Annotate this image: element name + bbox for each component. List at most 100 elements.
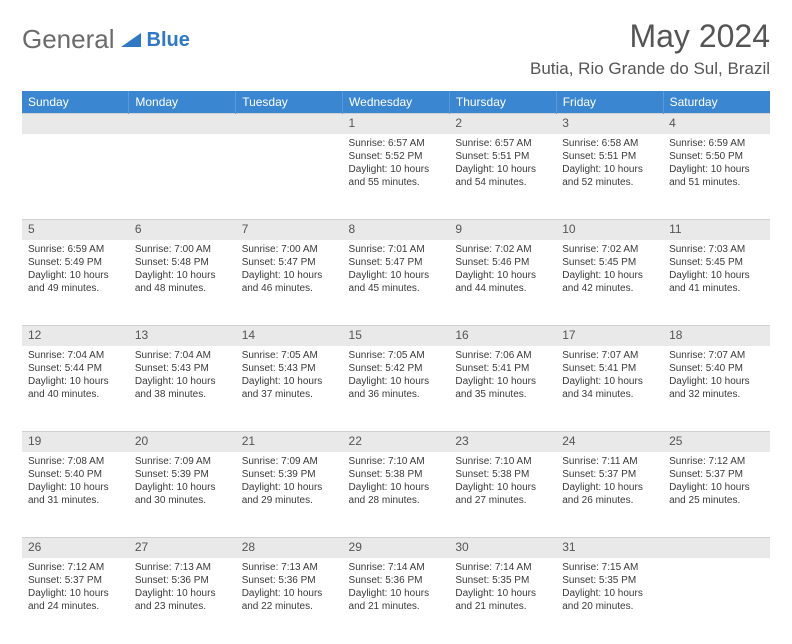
day-cell: Sunrise: 7:04 AMSunset: 5:44 PMDaylight:… bbox=[22, 346, 129, 432]
sunrise-text: Sunrise: 7:14 AM bbox=[349, 561, 444, 574]
day-number: 7 bbox=[236, 220, 343, 240]
sunset-text: Sunset: 5:51 PM bbox=[562, 150, 657, 163]
daylight2-text: and 49 minutes. bbox=[28, 282, 123, 295]
daylight2-text: and 21 minutes. bbox=[455, 600, 550, 613]
sunrise-text: Sunrise: 7:13 AM bbox=[242, 561, 337, 574]
detail-row: Sunrise: 7:12 AMSunset: 5:37 PMDaylight:… bbox=[22, 558, 770, 644]
daylight1-text: Daylight: 10 hours bbox=[455, 481, 550, 494]
sunrise-text: Sunrise: 6:57 AM bbox=[349, 137, 444, 150]
sunset-text: Sunset: 5:40 PM bbox=[669, 362, 764, 375]
logo-text-blue: Blue bbox=[147, 31, 190, 49]
daylight2-text: and 27 minutes. bbox=[455, 494, 550, 507]
sunrise-text: Sunrise: 7:12 AM bbox=[28, 561, 123, 574]
daylight2-text: and 35 minutes. bbox=[455, 388, 550, 401]
daylight1-text: Daylight: 10 hours bbox=[242, 269, 337, 282]
sunrise-text: Sunrise: 6:59 AM bbox=[28, 243, 123, 256]
day-cell: Sunrise: 7:12 AMSunset: 5:37 PMDaylight:… bbox=[22, 558, 129, 644]
sunset-text: Sunset: 5:39 PM bbox=[242, 468, 337, 481]
sunset-text: Sunset: 5:37 PM bbox=[669, 468, 764, 481]
sunrise-text: Sunrise: 7:02 AM bbox=[455, 243, 550, 256]
sunset-text: Sunset: 5:35 PM bbox=[562, 574, 657, 587]
day-number: 31 bbox=[556, 538, 663, 558]
sunrise-text: Sunrise: 7:01 AM bbox=[349, 243, 444, 256]
daynum-row: 12131415161718 bbox=[22, 326, 770, 346]
sunset-text: Sunset: 5:47 PM bbox=[242, 256, 337, 269]
daynum-row: 19202122232425 bbox=[22, 432, 770, 452]
day-cell: Sunrise: 6:57 AMSunset: 5:51 PMDaylight:… bbox=[449, 134, 556, 220]
sunset-text: Sunset: 5:39 PM bbox=[135, 468, 230, 481]
sunset-text: Sunset: 5:44 PM bbox=[28, 362, 123, 375]
daylight1-text: Daylight: 10 hours bbox=[349, 481, 444, 494]
day-number: 5 bbox=[22, 220, 129, 240]
daylight1-text: Daylight: 10 hours bbox=[562, 163, 657, 176]
day-number bbox=[236, 114, 343, 134]
daylight2-text: and 51 minutes. bbox=[669, 176, 764, 189]
daylight1-text: Daylight: 10 hours bbox=[28, 587, 123, 600]
daylight2-text: and 23 minutes. bbox=[135, 600, 230, 613]
day-number: 20 bbox=[129, 432, 236, 452]
daylight1-text: Daylight: 10 hours bbox=[349, 375, 444, 388]
day-number bbox=[129, 114, 236, 134]
day-cell: Sunrise: 7:11 AMSunset: 5:37 PMDaylight:… bbox=[556, 452, 663, 538]
sunset-text: Sunset: 5:35 PM bbox=[455, 574, 550, 587]
day-number: 10 bbox=[556, 220, 663, 240]
daylight1-text: Daylight: 10 hours bbox=[349, 269, 444, 282]
sunset-text: Sunset: 5:38 PM bbox=[455, 468, 550, 481]
daylight2-text: and 32 minutes. bbox=[669, 388, 764, 401]
day-cell bbox=[22, 134, 129, 220]
calendar-table: Sunday Monday Tuesday Wednesday Thursday… bbox=[22, 91, 770, 644]
sunset-text: Sunset: 5:45 PM bbox=[669, 256, 764, 269]
daylight2-text: and 37 minutes. bbox=[242, 388, 337, 401]
day-number: 24 bbox=[556, 432, 663, 452]
daylight2-text: and 42 minutes. bbox=[562, 282, 657, 295]
header: General Blue May 2024 Butia, Rio Grande … bbox=[22, 18, 770, 79]
day-cell: Sunrise: 7:00 AMSunset: 5:47 PMDaylight:… bbox=[236, 240, 343, 326]
day-number: 6 bbox=[129, 220, 236, 240]
day-number: 22 bbox=[343, 432, 450, 452]
logo-triangle-icon bbox=[119, 31, 143, 49]
daylight1-text: Daylight: 10 hours bbox=[669, 163, 764, 176]
sunset-text: Sunset: 5:51 PM bbox=[455, 150, 550, 163]
sunset-text: Sunset: 5:52 PM bbox=[349, 150, 444, 163]
title-block: May 2024 Butia, Rio Grande do Sul, Brazi… bbox=[530, 18, 770, 79]
daylight1-text: Daylight: 10 hours bbox=[349, 163, 444, 176]
sunrise-text: Sunrise: 7:00 AM bbox=[135, 243, 230, 256]
daylight2-text: and 52 minutes. bbox=[562, 176, 657, 189]
daylight2-text: and 26 minutes. bbox=[562, 494, 657, 507]
sunset-text: Sunset: 5:48 PM bbox=[135, 256, 230, 269]
sunset-text: Sunset: 5:36 PM bbox=[242, 574, 337, 587]
daylight1-text: Daylight: 10 hours bbox=[242, 375, 337, 388]
sunrise-text: Sunrise: 7:00 AM bbox=[242, 243, 337, 256]
sunset-text: Sunset: 5:42 PM bbox=[349, 362, 444, 375]
day-number: 4 bbox=[663, 114, 770, 134]
day-number: 2 bbox=[449, 114, 556, 134]
daylight2-text: and 22 minutes. bbox=[242, 600, 337, 613]
day-cell: Sunrise: 7:15 AMSunset: 5:35 PMDaylight:… bbox=[556, 558, 663, 644]
sunset-text: Sunset: 5:47 PM bbox=[349, 256, 444, 269]
weekday-wednesday: Wednesday bbox=[343, 91, 450, 114]
weekday-header-row: Sunday Monday Tuesday Wednesday Thursday… bbox=[22, 91, 770, 114]
day-number: 14 bbox=[236, 326, 343, 346]
daylight1-text: Daylight: 10 hours bbox=[135, 481, 230, 494]
daynum-row: 262728293031 bbox=[22, 538, 770, 558]
weekday-thursday: Thursday bbox=[449, 91, 556, 114]
day-cell: Sunrise: 7:02 AMSunset: 5:45 PMDaylight:… bbox=[556, 240, 663, 326]
daylight1-text: Daylight: 10 hours bbox=[455, 269, 550, 282]
day-cell: Sunrise: 6:59 AMSunset: 5:49 PMDaylight:… bbox=[22, 240, 129, 326]
month-title: May 2024 bbox=[530, 18, 770, 55]
day-cell: Sunrise: 6:58 AMSunset: 5:51 PMDaylight:… bbox=[556, 134, 663, 220]
daynum-row: 567891011 bbox=[22, 220, 770, 240]
detail-row: Sunrise: 7:04 AMSunset: 5:44 PMDaylight:… bbox=[22, 346, 770, 432]
sunset-text: Sunset: 5:43 PM bbox=[135, 362, 230, 375]
daylight1-text: Daylight: 10 hours bbox=[242, 587, 337, 600]
sunrise-text: Sunrise: 7:10 AM bbox=[349, 455, 444, 468]
daylight1-text: Daylight: 10 hours bbox=[455, 587, 550, 600]
daylight2-text: and 31 minutes. bbox=[28, 494, 123, 507]
day-number: 12 bbox=[22, 326, 129, 346]
sunset-text: Sunset: 5:37 PM bbox=[28, 574, 123, 587]
day-cell: Sunrise: 7:12 AMSunset: 5:37 PMDaylight:… bbox=[663, 452, 770, 538]
daylight2-text: and 45 minutes. bbox=[349, 282, 444, 295]
day-number: 25 bbox=[663, 432, 770, 452]
daylight1-text: Daylight: 10 hours bbox=[562, 587, 657, 600]
daylight2-text: and 24 minutes. bbox=[28, 600, 123, 613]
